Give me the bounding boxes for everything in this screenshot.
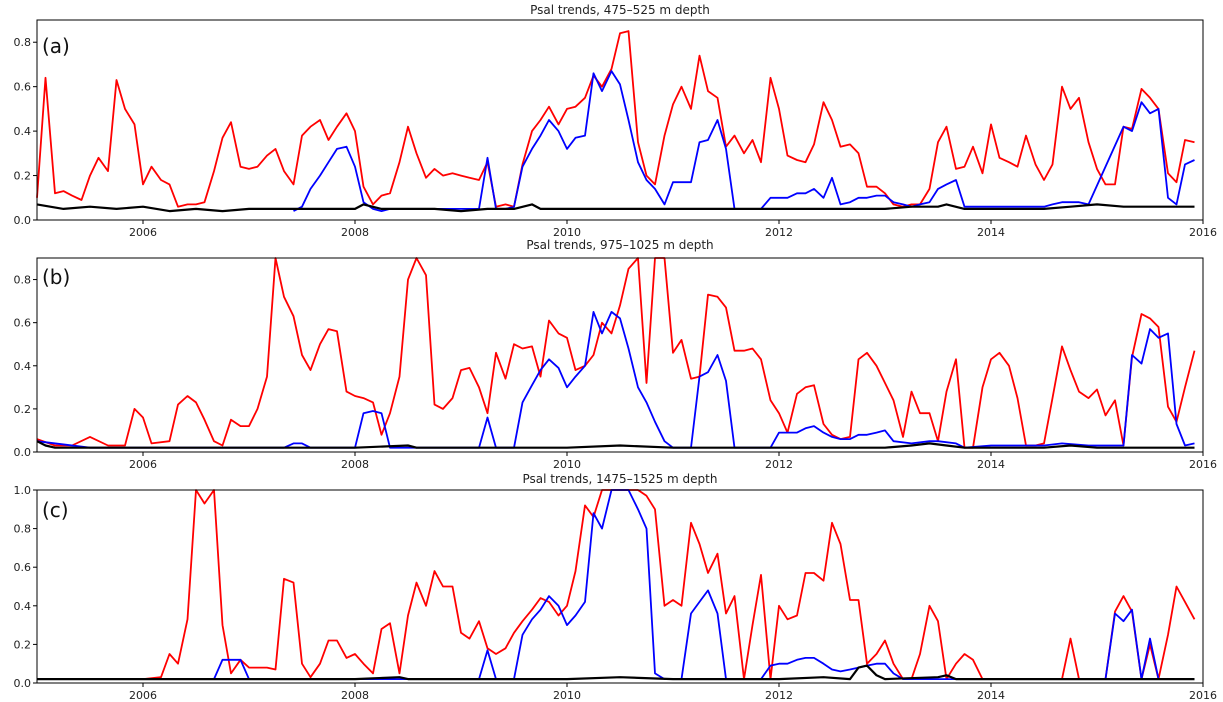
panel-a-y-tick-label: 0.2: [14, 170, 32, 183]
panel-c-x-tick-label: 2012: [765, 689, 793, 702]
panel-b-black-series-line: [36, 440, 1195, 449]
panel-c-y-tick-label: 0.8: [14, 523, 32, 536]
panel-b-label: (b): [42, 265, 70, 289]
panel-c-black-series-line: [37, 664, 1195, 681]
panel-b-frame: [36, 257, 1204, 453]
panel-b-x-tick-label: 2010: [553, 458, 581, 471]
panel-a-y-tick-label: 0.6: [14, 81, 32, 94]
panel-a-x-tick-label: 2006: [129, 226, 157, 239]
panel-c-red-series-line: [37, 489, 1196, 680]
panel-c-y-tick-label: 1.0: [14, 484, 32, 497]
panel-b: Psal trends, 975–1025 m depth 0.00.20.40…: [14, 238, 1218, 471]
panel-b-y-tick-label: 0.0: [14, 446, 32, 459]
panel-c-x-tick-label: 2008: [341, 689, 369, 702]
panel-c-x-tick-label: 2006: [129, 689, 157, 702]
panel-a-x-tick-label: 2008: [341, 226, 369, 239]
panel-c-y-tick-label: 0.6: [14, 561, 32, 574]
panel-a-x-tick-label: 2012: [765, 226, 793, 239]
panel-a-title: Psal trends, 475–525 m depth: [530, 3, 710, 17]
panel-a-frame: [36, 19, 1204, 221]
panel-a-y-tick-label: 0.4: [14, 125, 32, 138]
panel-c-x-tick-label: 2014: [977, 689, 1005, 702]
panel-b-y-tick-label: 0.6: [14, 317, 32, 330]
panel-b-x-tick-label: 2008: [341, 458, 369, 471]
panel-b-x-tick-label: 2012: [765, 458, 793, 471]
panel-a-label: (a): [42, 34, 70, 58]
panel-a-x-tick-label: 2016: [1189, 226, 1217, 239]
panel-a-black-series-line: [36, 203, 1195, 213]
panel-b-y-tick-label: 0.2: [14, 403, 32, 416]
panel-a-x-tick-label: 2014: [977, 226, 1005, 239]
panel-a-blue-series-line: [293, 70, 1195, 212]
panel-a-y-tick-label: 0.0: [14, 214, 32, 227]
panel-c-y-tick-label: 0.0: [14, 677, 32, 690]
panel-b-red-series-line: [36, 257, 1196, 449]
panel-b-title: Psal trends, 975–1025 m depth: [526, 238, 713, 252]
panel-a-y-tick-label: 0.8: [14, 36, 32, 49]
panel-c-title: Psal trends, 1475–1525 m depth: [523, 472, 718, 486]
panel-b-x-tick-label: 2006: [129, 458, 157, 471]
panel-c-x-tick-label: 2016: [1189, 689, 1217, 702]
panel-c-x-tick-label: 2010: [553, 689, 581, 702]
panel-b-plot-area: 0.0 0.2 0.4 0.6 0.8 2006 2008 2010 2012 2014 2016: [14, 257, 1217, 471]
panel-b-blue-series-line: [36, 311, 1195, 449]
panel-a-plot-area: 0.0 0.2 0.4 0.6 0.8 2006 2008 2010 2012 2014 2016: [14, 30, 1217, 239]
panel-a-red-series-line: [36, 30, 1195, 208]
panel-a: Psal trends, 475–525 m depth 0.00.20.40.…: [14, 3, 1218, 239]
panel-b-x-tick-label: 2016: [1189, 458, 1217, 471]
panel-c-frame: [36, 489, 1204, 684]
panel-a-x-tick-label: 2010: [553, 226, 581, 239]
panel-c: Psal trends, 1475–1525 m depth 0.0 0.2 0.4…: [14, 472, 1218, 702]
panel-b-x-tick-label: 2014: [977, 458, 1005, 471]
panel-c-plot-area: 0.0 0.2 0.4 0.6 0.8 1.0 2006 2008 2010 2012 2014 20…: [14, 484, 1218, 702]
panel-c-y-tick-label: 0.2: [14, 638, 32, 651]
panel-b-y-tick-label: 0.8: [14, 274, 32, 287]
panel-c-blue-series-line: [213, 489, 1195, 680]
panel-c-label: (c): [42, 498, 69, 522]
panel-b-y-tick-label: 0.4: [14, 360, 32, 373]
panel-c-y-tick-label: 0.4: [14, 600, 32, 613]
